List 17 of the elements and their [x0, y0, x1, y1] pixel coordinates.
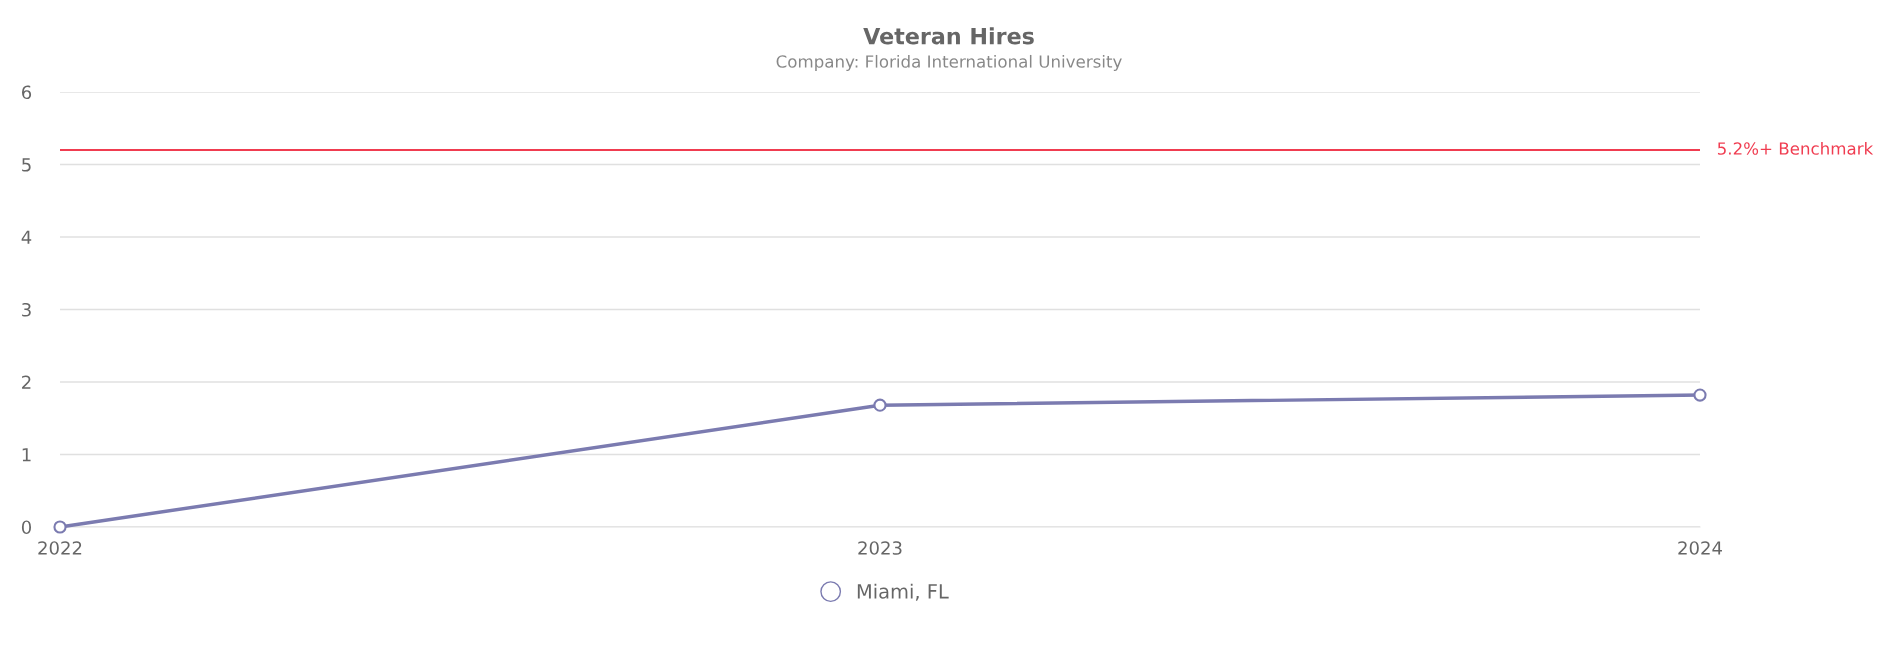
y-tick-label: 5: [22, 158, 31, 172]
chart-subtitle: Company: Florida International University: [776, 54, 1122, 72]
point: [1693, 388, 1707, 402]
legend-label: Miami, FL: [857, 583, 949, 601]
y-tick-label: 6: [22, 85, 32, 100]
ref-line-label: 5.2%+ Benchmark: [1717, 141, 1874, 155]
y-tick-label: 3: [22, 302, 31, 317]
y-tick-label: 2: [22, 375, 31, 389]
y-tick-label: 1: [22, 448, 31, 462]
point: [53, 520, 67, 534]
point: [873, 398, 887, 412]
x-tick-label: 2022: [38, 541, 82, 555]
y-tick-label: 0: [21, 520, 32, 535]
x-tick-label: 2023: [858, 541, 902, 555]
x-tick-label: 2024: [1678, 541, 1722, 555]
chart-title: Veteran Hires: [863, 27, 1034, 45]
y-tick-label: 4: [21, 230, 32, 244]
